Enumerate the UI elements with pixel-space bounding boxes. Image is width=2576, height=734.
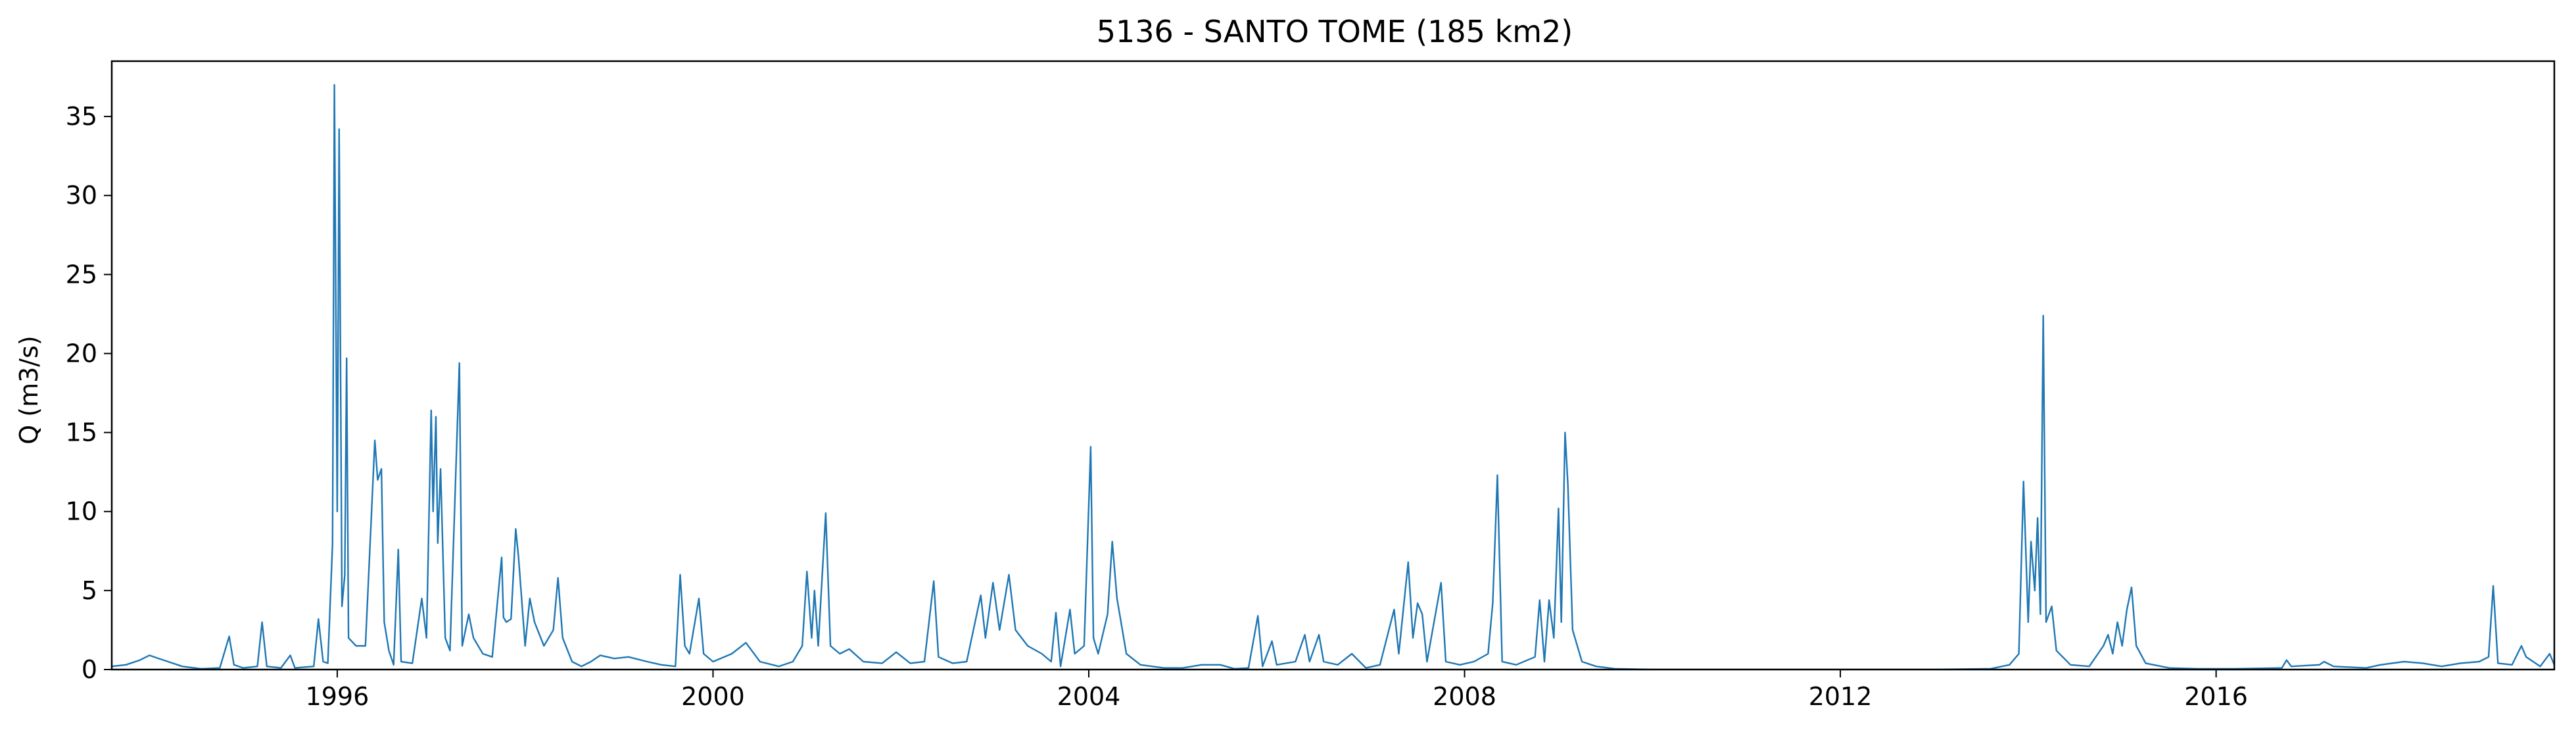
x-tick-label: 2008: [1433, 682, 1496, 711]
y-tick-label: 5: [82, 576, 97, 605]
y-axis: 0 5 10 15 20 25 30 35: [66, 102, 112, 684]
x-tick-label: 2000: [681, 682, 745, 711]
y-tick-label: 35: [66, 102, 97, 131]
y-tick-label: 0: [82, 655, 97, 684]
x-tick-label: 2004: [1057, 682, 1121, 711]
y-tick-label: 20: [66, 339, 97, 368]
x-tick-label: 2012: [1809, 682, 1872, 711]
chart-title: 5136 - SANTO TOME (185 km2): [1097, 14, 1573, 49]
y-tick-label: 30: [66, 181, 97, 210]
y-tick-label: 15: [66, 418, 97, 447]
y-axis-label: Q (m3/s): [14, 335, 43, 444]
plot-frame: [110, 60, 2556, 671]
x-tick-label: 1996: [306, 682, 370, 711]
y-tick-label: 25: [66, 260, 97, 289]
plot-area: [112, 84, 2554, 670]
series-line: [112, 84, 2554, 670]
x-axis: 1996 2000 2004 2008 2012 2016: [306, 670, 2248, 711]
x-tick-label: 2016: [2184, 682, 2248, 711]
y-tick-label: 10: [66, 497, 97, 526]
